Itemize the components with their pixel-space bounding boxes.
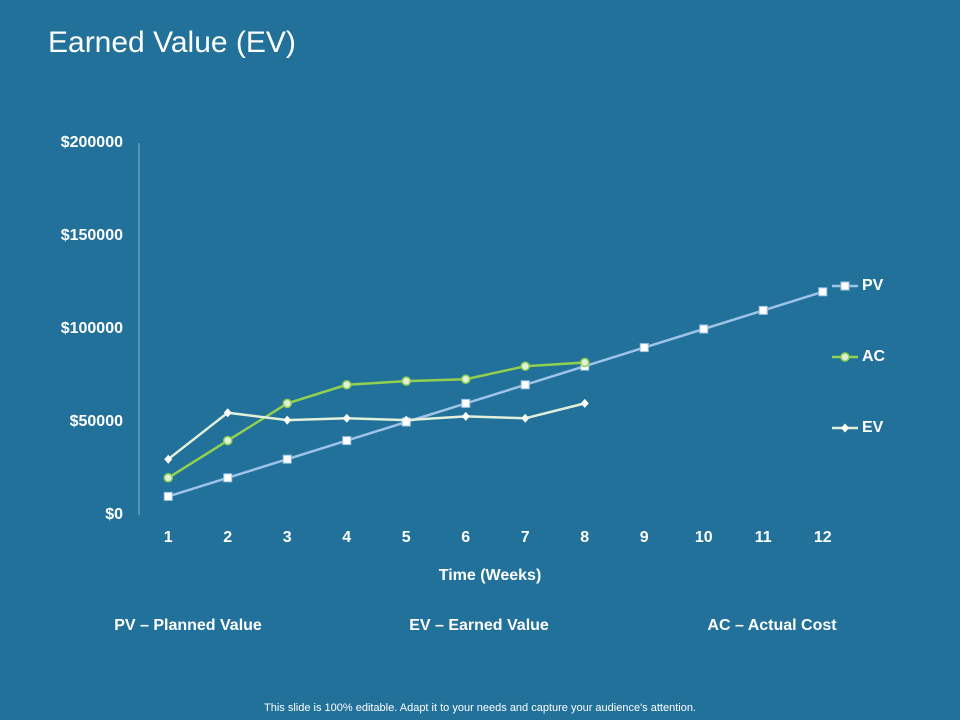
marker xyxy=(223,408,232,418)
marker xyxy=(639,343,649,353)
marker xyxy=(342,380,352,390)
x-tick-label: 8 xyxy=(580,529,589,546)
marker xyxy=(580,357,590,368)
legend-marker xyxy=(840,352,850,362)
legend-marker xyxy=(841,423,849,433)
x-tick-label: 3 xyxy=(283,529,292,546)
y-tick-label: $200000 xyxy=(61,134,123,151)
legend-label: PV xyxy=(862,277,884,294)
chart-title: Earned Value (EV) xyxy=(48,26,296,59)
marker xyxy=(223,435,233,446)
x-tick-label: 6 xyxy=(461,529,470,546)
x-tick-label: 2 xyxy=(223,529,232,546)
legend-label: AC xyxy=(862,348,886,365)
x-tick-label: 9 xyxy=(640,529,649,546)
marker xyxy=(461,374,471,384)
marker xyxy=(580,398,589,408)
marker xyxy=(164,454,173,464)
marker xyxy=(342,436,352,446)
marker xyxy=(461,398,471,408)
marker xyxy=(163,491,173,501)
marker xyxy=(342,413,351,423)
marker xyxy=(758,305,768,315)
x-tick-label: 7 xyxy=(521,529,530,546)
x-tick-label: 11 xyxy=(755,529,772,546)
marker xyxy=(401,376,411,386)
series-line xyxy=(167,361,585,479)
y-tick-label: $150000 xyxy=(61,227,123,244)
note: AC – Actual Cost xyxy=(707,617,837,634)
series-line xyxy=(167,290,824,498)
y-tick-label: $0 xyxy=(105,506,123,523)
marker xyxy=(282,398,292,409)
y-tick-label: $100000 xyxy=(61,320,123,337)
note: PV – Planned Value xyxy=(114,617,262,634)
legend-marker xyxy=(840,281,850,291)
marker xyxy=(520,380,530,390)
x-tick-label: 10 xyxy=(695,529,713,546)
footer: This slide is 100% editable. Adapt it to… xyxy=(264,702,696,714)
x-tick-label: 1 xyxy=(164,529,173,546)
x-tick-label: 12 xyxy=(814,529,832,546)
marker xyxy=(282,454,292,464)
series-line xyxy=(167,402,586,461)
x-axis-label: Time (Weeks) xyxy=(439,567,542,584)
marker xyxy=(402,415,411,425)
marker xyxy=(283,415,292,425)
note: EV – Earned Value xyxy=(409,617,549,634)
marker xyxy=(699,324,709,334)
marker xyxy=(163,473,173,483)
x-tick-label: 5 xyxy=(402,529,411,546)
marker xyxy=(461,411,470,421)
marker xyxy=(520,361,530,371)
y-tick-label: $50000 xyxy=(70,413,123,430)
marker xyxy=(818,287,828,297)
marker xyxy=(521,413,530,423)
marker xyxy=(223,473,233,483)
x-tick-label: 4 xyxy=(342,529,351,546)
legend-label: EV xyxy=(862,419,884,436)
